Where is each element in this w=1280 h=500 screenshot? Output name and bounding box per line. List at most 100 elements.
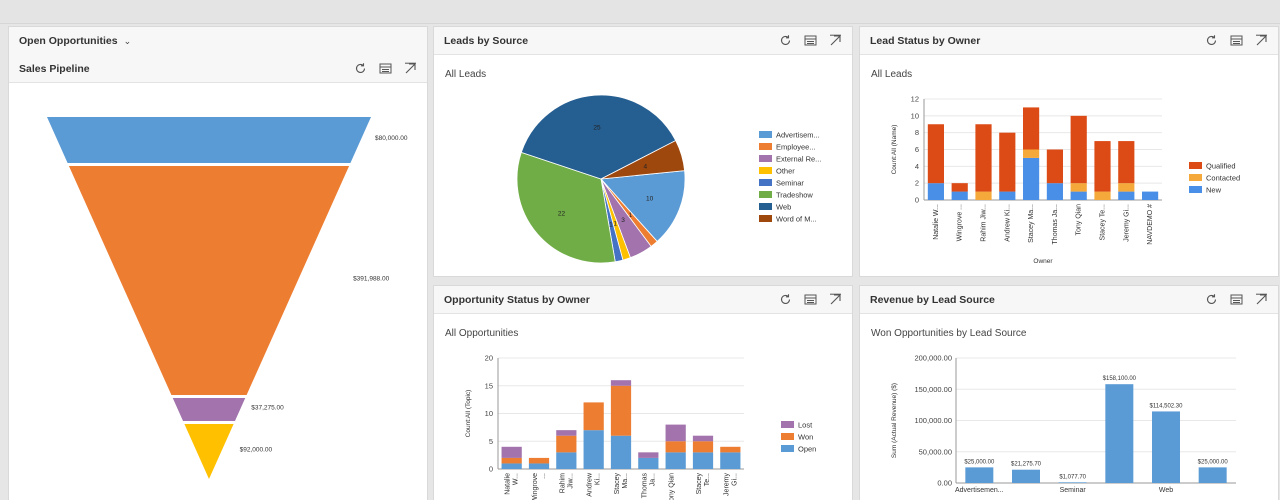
pie-data-label: 1: [628, 212, 632, 219]
legend-swatch: [759, 179, 772, 186]
bar: [1105, 384, 1134, 483]
y-tick-label: 5: [489, 437, 493, 446]
refresh-icon[interactable]: [1205, 293, 1218, 306]
legend-swatch: [1189, 162, 1202, 169]
bar-segment: [1070, 183, 1087, 192]
x-tick-label: NAVDEMO #: [1147, 204, 1154, 245]
x-tick-label: StaceyTe...: [696, 473, 711, 495]
y-tick-label: 15: [485, 381, 493, 390]
x-tick-label: Rahim Jiw...: [981, 204, 988, 242]
bar-segment: [975, 124, 992, 192]
view-records-icon[interactable]: [804, 293, 817, 306]
bar-segment: [951, 183, 968, 192]
legend-swatch: [781, 433, 794, 440]
bar-segment: [583, 430, 604, 469]
bar-segment: [665, 441, 686, 453]
bar-segment: [999, 191, 1016, 200]
panel-title: Revenue by Lead Source: [870, 293, 995, 306]
x-tick-label: Stacey Ma...: [1028, 204, 1035, 243]
refresh-icon[interactable]: [354, 62, 367, 75]
revenue-chart: 0.00 50,000.00 100,000.00 150,000.00 200,000…: [891, 354, 1236, 494]
bar-segment: [501, 463, 522, 469]
bar-segment: [583, 402, 604, 431]
bar-segment: [927, 124, 944, 184]
legend-label: External Re...: [776, 155, 821, 164]
view-records-icon[interactable]: [1230, 293, 1243, 306]
bar-segment: [638, 452, 659, 458]
refresh-icon[interactable]: [779, 34, 792, 47]
panel-subtitle: All Leads: [445, 69, 487, 80]
bar-data-label: $21,275.70: [1011, 462, 1042, 468]
bar-segment: [951, 191, 968, 200]
x-tick-label: Tony Qian: [1076, 204, 1083, 236]
bar-segment: [1094, 141, 1111, 192]
funnel-data-label: $37,275.00: [251, 405, 284, 412]
panel-opportunity-status-by-owner: Opportunity Status by Owner All Opportun…: [433, 285, 853, 500]
legend-swatch: [781, 421, 794, 428]
pie-slice: [516, 151, 616, 264]
y-tick-label: 0: [915, 196, 919, 205]
legend-label: Tradeshow: [776, 191, 813, 200]
x-tick-label: Wingrove ...: [957, 204, 964, 241]
bar-data-label: $1,077.70: [1059, 474, 1086, 480]
legend-label: Open: [798, 445, 816, 454]
bar-segment: [1046, 149, 1063, 184]
funnel-data-label: $92,000.00: [240, 447, 273, 454]
x-tick-label: Andrew Ki...: [1004, 204, 1011, 242]
bar-data-label: $25,000.00: [1198, 459, 1229, 465]
bar-segment: [692, 441, 714, 453]
x-tick-label: Jeremy Gi...: [1123, 204, 1130, 242]
expand-icon[interactable]: [829, 293, 842, 306]
legend-label: Contacted: [1206, 174, 1240, 183]
bar-segment: [1046, 183, 1063, 200]
y-tick-label: 100,000.00: [914, 416, 952, 425]
funnel-data-label: $80,000.00: [375, 135, 408, 142]
bar-segment: [556, 452, 577, 469]
x-tick-label: Web: [1159, 487, 1173, 494]
bar-segment: [501, 457, 522, 464]
y-tick-label: 200,000.00: [914, 354, 952, 363]
expand-icon[interactable]: [1255, 293, 1268, 306]
legend-swatch: [759, 215, 772, 222]
x-tick-label: Seminar: [1060, 487, 1087, 494]
panel-lead-status-by-owner: Lead Status by Owner All Leads 0 2 4 6 8 10 12…: [859, 26, 1279, 277]
bar-segment: [720, 452, 741, 469]
expand-icon[interactable]: [829, 34, 842, 47]
view-records-icon[interactable]: [804, 34, 817, 47]
bar-segment: [1118, 141, 1135, 184]
refresh-icon[interactable]: [1205, 34, 1218, 47]
funnel-stage: [172, 398, 246, 421]
panel-title: Lead Status by Owner: [870, 34, 981, 47]
chevron-down-icon: ⌄: [123, 35, 132, 46]
bar-data-label: $158,100.00: [1103, 376, 1137, 382]
pie-data-label: 22: [558, 210, 566, 217]
pie-chart: 10131122254Advertisem...Employee...Exter…: [516, 94, 821, 264]
x-tick-label: Thomas Ja...: [1052, 204, 1059, 245]
refresh-icon[interactable]: [779, 293, 792, 306]
panel-leads-by-source: Leads by Source All Leads 10 1 3 1 1 22 25 4 Adv…: [433, 26, 853, 277]
bar-segment: [528, 463, 550, 469]
bar-segment: [528, 457, 550, 464]
funnel-stage: [68, 166, 350, 395]
y-tick-label: 10: [485, 409, 493, 418]
view-records-icon[interactable]: [1230, 34, 1243, 47]
bar-segment: [999, 132, 1016, 192]
expand-icon[interactable]: [1255, 34, 1268, 47]
view-selector[interactable]: Open Opportunities ⌄: [19, 35, 131, 47]
bar-segment: [610, 435, 632, 469]
x-tick-label: Tony Qian: [669, 473, 676, 500]
bar-segment: [1023, 107, 1040, 150]
pie-data-label: 4: [643, 163, 647, 170]
legend-label: Other: [776, 167, 795, 176]
legend-label: Qualified: [1206, 162, 1236, 171]
bar-data-label: $25,000.00: [964, 459, 995, 465]
funnel-stage: [47, 117, 371, 163]
x-tick-label: Advertisemen...: [955, 487, 1004, 494]
view-records-icon[interactable]: [379, 62, 392, 75]
bar-segment: [1118, 183, 1135, 192]
pie-data-label: 25: [593, 125, 601, 132]
opportunity-status-chart: 0 5 10 15 20 NatalieW... Wingrove... RahimJiw..…: [465, 354, 816, 500]
expand-icon[interactable]: [404, 62, 417, 75]
y-tick-label: 20: [485, 354, 493, 363]
lead-status-chart: 0 2 4 6 8 10 12 Natalie W... Wingrove ... Rahim J…: [891, 95, 1240, 266]
